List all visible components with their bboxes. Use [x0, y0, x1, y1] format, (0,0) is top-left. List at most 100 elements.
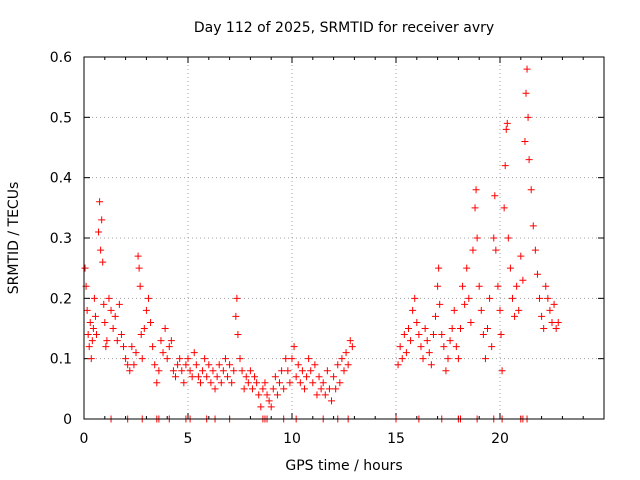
data-point	[238, 367, 246, 375]
data-point	[490, 234, 498, 242]
y-tick-label: 0.5	[50, 110, 72, 126]
data-point	[503, 119, 511, 127]
data-point	[402, 349, 410, 357]
data-point	[497, 331, 505, 339]
data-point	[140, 325, 148, 332]
data-point	[182, 361, 190, 369]
data-point	[479, 331, 487, 339]
data-point	[511, 312, 519, 320]
data-point	[292, 373, 300, 381]
data-point	[134, 252, 142, 260]
data-point	[124, 361, 132, 369]
data-point	[101, 318, 109, 326]
y-tick-label: 0	[63, 412, 72, 428]
data-point	[300, 385, 308, 393]
x-tick-label: 10	[283, 431, 301, 447]
data-point	[513, 282, 521, 290]
data-point	[128, 343, 136, 351]
data-point	[432, 312, 440, 320]
data-point	[340, 367, 348, 375]
data-point	[472, 186, 480, 194]
data-point	[336, 379, 344, 387]
data-point	[473, 234, 481, 242]
data-point	[87, 355, 95, 363]
data-point	[199, 367, 207, 375]
data-point	[122, 355, 130, 363]
data-point	[522, 89, 530, 97]
data-point	[100, 300, 108, 308]
data-point	[529, 222, 537, 230]
data-point	[413, 318, 421, 326]
data-point	[205, 361, 213, 369]
data-point	[452, 343, 460, 351]
data-point	[180, 379, 188, 387]
data-point	[242, 373, 250, 381]
data-point	[236, 355, 244, 363]
data-point	[407, 337, 415, 345]
data-point	[278, 367, 286, 375]
data-point	[172, 373, 180, 381]
data-point	[98, 216, 106, 224]
data-point	[280, 385, 288, 393]
data-point	[409, 306, 417, 314]
data-point	[240, 385, 248, 393]
data-point	[190, 349, 198, 357]
data-point	[298, 367, 306, 375]
data-point	[107, 306, 115, 314]
data-point	[138, 355, 146, 363]
data-point	[521, 137, 529, 145]
y-tick-label: 0.1	[50, 352, 72, 368]
data-point	[244, 379, 252, 387]
data-point	[303, 373, 311, 381]
data-point	[95, 228, 103, 236]
data-point	[288, 355, 296, 363]
data-point	[130, 361, 138, 369]
data-point	[502, 125, 510, 133]
data-point	[459, 282, 467, 290]
data-point	[315, 373, 323, 381]
data-point	[290, 343, 298, 351]
data-point	[548, 318, 556, 326]
data-point	[102, 343, 110, 351]
data-point	[120, 343, 128, 351]
data-point	[188, 373, 196, 381]
data-point	[263, 391, 271, 399]
data-point	[232, 312, 240, 320]
data-point	[554, 318, 562, 326]
x-tick-label: 5	[184, 431, 193, 447]
data-point	[103, 337, 111, 345]
data-point	[523, 65, 531, 73]
data-point	[226, 361, 234, 369]
data-point	[348, 343, 356, 351]
data-point	[261, 379, 269, 387]
data-point	[221, 355, 229, 363]
x-tick-label: 0	[80, 431, 89, 447]
data-point	[136, 282, 144, 290]
data-point	[491, 192, 499, 200]
data-point	[334, 361, 342, 369]
data-point	[519, 276, 527, 284]
data-point	[435, 264, 443, 272]
y-axis-ticks: 0 0.1 0.2 0.3 0.4 0.5 0.6	[50, 50, 604, 428]
y-tick-label: 0.3	[50, 231, 72, 247]
data-point	[317, 385, 325, 393]
data-point	[305, 355, 313, 363]
data-point	[531, 246, 539, 254]
data-point	[253, 379, 261, 387]
data-point	[488, 343, 496, 351]
data-point	[186, 367, 194, 375]
data-point	[233, 294, 241, 302]
data-point	[294, 361, 302, 369]
data-point	[217, 379, 225, 387]
data-point	[415, 331, 423, 339]
data-point	[552, 325, 560, 332]
data-point	[506, 264, 514, 272]
data-point	[394, 361, 402, 369]
data-point	[276, 379, 284, 387]
data-point	[99, 258, 107, 266]
data-point	[417, 343, 425, 351]
data-point	[91, 312, 99, 320]
data-point	[142, 306, 150, 314]
chart-title: Day 112 of 2025, SRMTID for receiver avr…	[194, 20, 494, 36]
y-axis-label: SRMTID / TECUs	[6, 182, 22, 295]
